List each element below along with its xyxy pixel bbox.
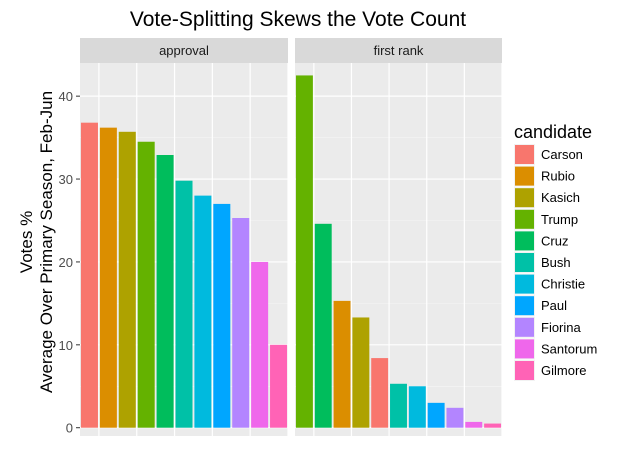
bar-first-rank-christie [408, 386, 426, 428]
bar-first-rank-carson [371, 358, 389, 428]
strip-label: approval [159, 43, 209, 58]
strip-label: first rank [374, 43, 424, 58]
legend-swatch-trump [515, 209, 534, 229]
y-tick-label: 20 [59, 255, 73, 270]
y-tick-label: 30 [59, 172, 73, 187]
legend-label: Cruz [541, 233, 568, 248]
legend-item-gilmore: Gilmore [514, 360, 587, 381]
bar-approval-christie [194, 195, 212, 428]
bar-first-rank-paul [427, 402, 445, 428]
legend-item-santorum: Santorum [514, 338, 597, 360]
legend-item-fiorina: Fiorina [514, 316, 582, 338]
legend-label: Rubio [541, 169, 575, 184]
legend-swatch-rubio [515, 166, 534, 186]
bar-approval-cruz [156, 155, 174, 428]
bar-approval-fiorina [232, 218, 250, 428]
bar-approval-santorum [251, 261, 269, 428]
bar-first-rank-bush [390, 383, 407, 428]
panel-first-rank: first rank [295, 38, 503, 436]
legend-label: Kasich [541, 190, 580, 205]
legend-swatch-santorum [515, 339, 534, 359]
bar-first-rank-kasich [352, 317, 370, 428]
legend-label: Bush [541, 255, 571, 270]
chart-title: Vote-Splitting Skews the Vote Count [130, 8, 466, 31]
legend-label: Fiorina [541, 320, 582, 335]
strip-first-rank [295, 38, 502, 63]
bar-approval-carson [80, 122, 98, 428]
bar-first-rank-rubio [333, 300, 351, 428]
legend-label: Gilmore [541, 363, 587, 378]
bar-first-rank-santorum [465, 421, 483, 428]
y-tick-label: 40 [59, 89, 73, 104]
facet-panels: approval first rank [80, 38, 503, 436]
legend-label: Carson [541, 147, 583, 162]
y-axis-title-line2: Average Over Primary Season, Feb-Jun [37, 91, 56, 393]
legend-item-rubio: Rubio [514, 165, 575, 187]
bar-first-rank-gilmore [484, 423, 502, 428]
bar-approval-bush [175, 180, 193, 428]
bar-approval-kasich [118, 131, 136, 428]
y-axis-title-line1: Votes % [17, 211, 36, 273]
legend-swatch-gilmore [515, 361, 534, 380]
bar-approval-paul [213, 203, 231, 428]
legend-item-kasich: Kasich [514, 187, 580, 209]
legend-swatch-fiorina [515, 317, 534, 337]
bar-approval-trump [137, 141, 155, 428]
legend-title: candidate [514, 122, 592, 142]
y-tick-label: 0 [66, 421, 73, 436]
legend-item-paul: Paul [514, 295, 567, 317]
bar-approval-rubio [99, 127, 117, 428]
bar-first-rank-trump [295, 75, 313, 428]
legend-swatch-cruz [515, 231, 534, 251]
strip-approval [80, 38, 288, 63]
legend-item-cruz: Cruz [514, 230, 568, 252]
legend-label: Paul [541, 298, 567, 313]
bar-first-rank-cruz [314, 223, 332, 428]
y-axis-title: Votes % Average Over Primary Season, Feb… [17, 91, 56, 393]
legend-swatch-paul [515, 296, 534, 316]
legend-label: Santorum [541, 341, 597, 356]
legend-item-trump: Trump [514, 208, 578, 230]
y-axis: 0 10 20 30 40 [59, 89, 80, 436]
legend-swatch-bush [515, 253, 534, 272]
panel-approval: approval [80, 38, 289, 436]
legend: candidate Carson Rubio Kasich Trump Cruz Bush C… [514, 122, 597, 381]
legend-swatch-kasich [515, 188, 534, 208]
legend-swatch-christie [515, 274, 534, 294]
legend-item-bush: Bush [514, 252, 571, 273]
legend-label: Trump [541, 212, 578, 227]
legend-item-carson: Carson [514, 144, 583, 165]
bar-first-rank-fiorina [446, 407, 464, 428]
legend-item-christie: Christie [514, 273, 585, 295]
legend-swatch-carson [515, 145, 534, 164]
y-tick-label: 10 [59, 338, 73, 353]
legend-label: Christie [541, 277, 585, 292]
bar-approval-gilmore [270, 344, 288, 428]
